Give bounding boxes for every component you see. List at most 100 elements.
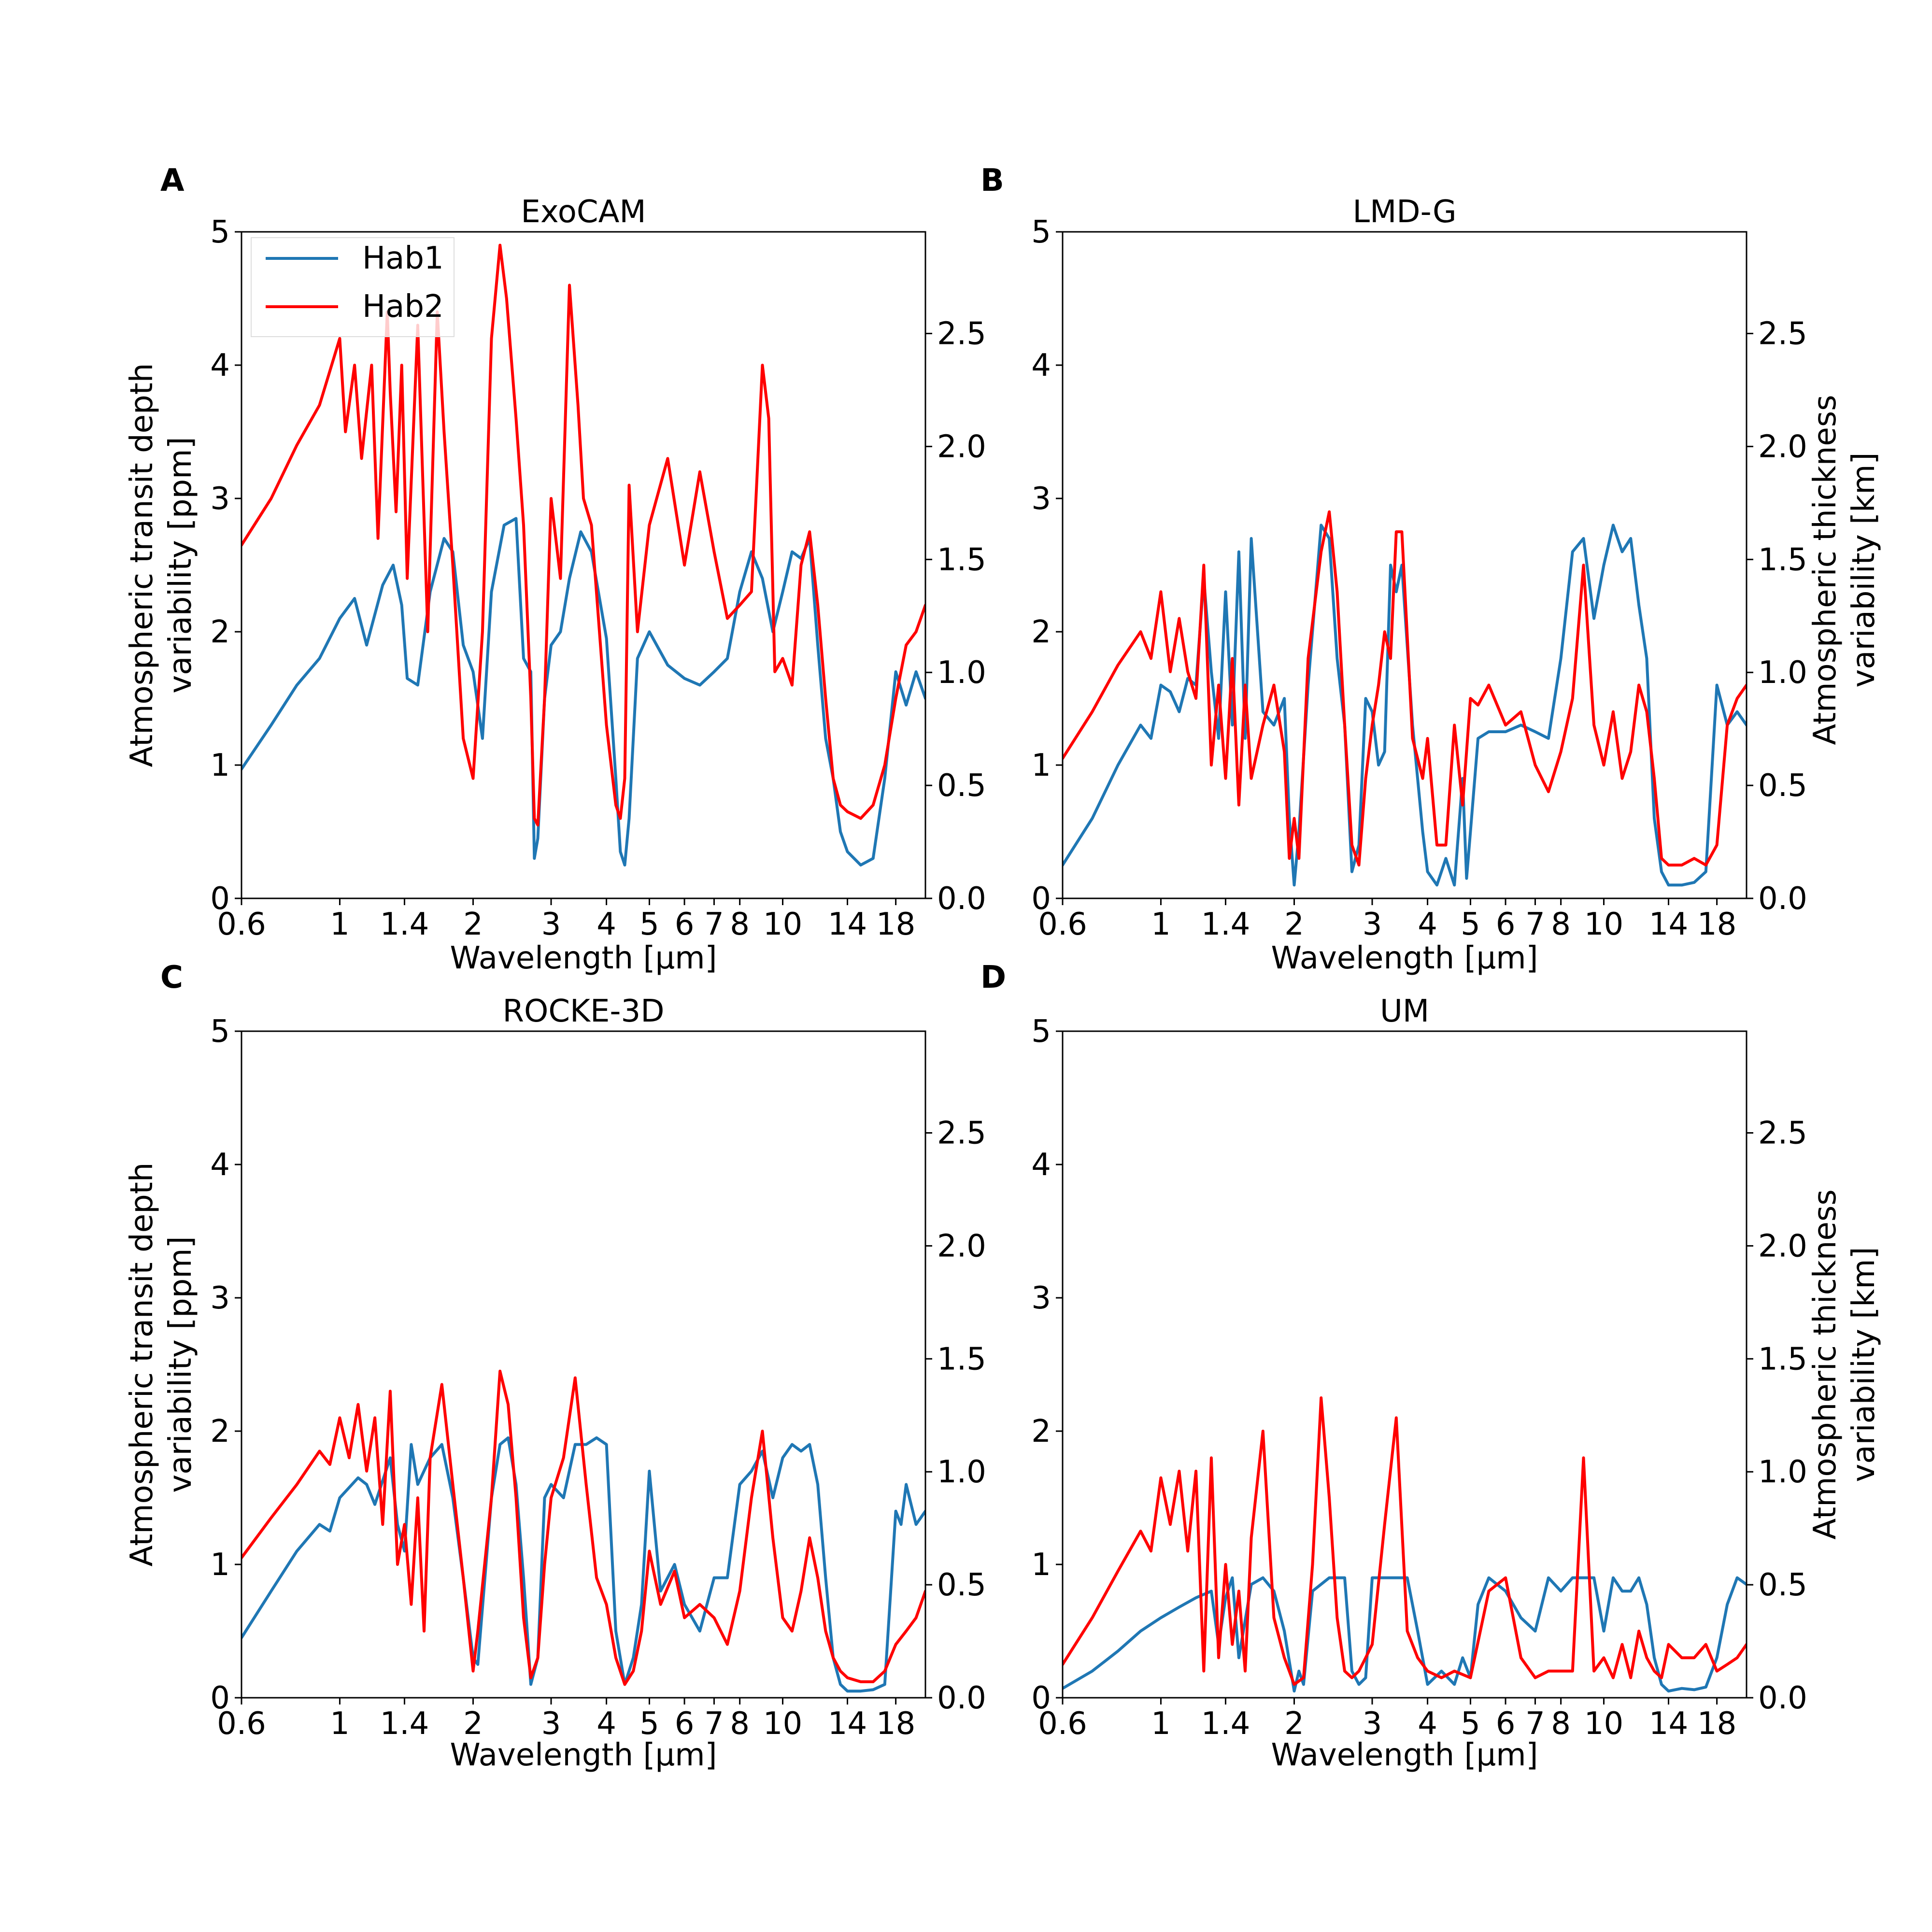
panel-a-x-tick-label: 6 (675, 907, 695, 942)
panel-a-x-tick-label: 4 (597, 907, 616, 942)
panel-b-y-tick-label: 4 (1031, 348, 1051, 384)
panel-c-y-label-line2: variability [ppm] (163, 1236, 199, 1492)
panel-c-x-tick-label: 1 (330, 1706, 350, 1742)
panel-c: C ROCKE-3D 0.6 1 1.4 2 3 4 5 6 7 8 10 14 180123450.0… (124, 960, 986, 1773)
panel-d-y-tick-label: 1 (1031, 1547, 1051, 1583)
panel-b-series-hab2 (1063, 510, 1747, 867)
panel-d-plot: 0.6 1 1.4 2 3 4 5 6 7 8 10 14 180123450.00.51.01.52.… (1031, 1014, 1807, 1742)
panel-a-x-tick-label: 10 (763, 907, 802, 942)
panel-b-title: LMD-G (1352, 194, 1456, 230)
panel-c-x-tick-label: 14 (828, 1706, 867, 1742)
panel-c-title: ROCKE-3D (502, 994, 664, 1029)
panel-d-x-tick-label: 7 (1525, 1706, 1545, 1742)
panel-c-series-hab2 (242, 1369, 925, 1686)
panel-d-y2-label-line1: Atmospheric thickness (1807, 1189, 1843, 1539)
panel-d: D UM 0.6 1 1.4 2 3 4 5 6 7 8 10 14 180123450.00.51.0… (980, 960, 1882, 1773)
panel-a-x-tick-label: 1 (330, 907, 350, 942)
panel-a-y2-tick-label: 2.0 (937, 429, 986, 465)
panel-c-x-tick-label: 7 (704, 1706, 724, 1742)
panel-b-x-tick-label: 6 (1496, 907, 1516, 942)
panel-c-x-tick-label: 1.4 (380, 1706, 429, 1742)
panel-d-x-tick-label: 3 (1363, 1706, 1382, 1742)
panel-b-x-tick-label: 18 (1697, 907, 1736, 942)
panel-c-y-tick-label: 0 (210, 1680, 230, 1716)
panel-c-axes-frame (241, 1030, 926, 1699)
panel-d-y-tick-label: 3 (1031, 1280, 1051, 1316)
panel-c-x-tick-label: 6 (675, 1706, 695, 1742)
panel-d-y2-label-line2: variability [km] (1846, 1247, 1882, 1482)
panel-c-y-tick-label: 5 (210, 1014, 230, 1050)
panel-c-y2-tick-label: 0.5 (937, 1567, 986, 1603)
panel-d-y-tick-label: 4 (1031, 1147, 1051, 1183)
panel-d-x-tick-label: 18 (1697, 1706, 1736, 1742)
panel-a-y-tick-label: 5 (210, 214, 230, 250)
panel-a-y2-tick-label: 0.5 (937, 768, 986, 804)
legend: Hab1 Hab2 (251, 237, 455, 337)
panel-d-y2-tick-label: 2.5 (1758, 1116, 1807, 1151)
panel-c-y-tick-label: 4 (210, 1147, 230, 1183)
panel-a-x-tick-label: 18 (876, 907, 915, 942)
panel-d-x-tick-label: 14 (1649, 1706, 1688, 1742)
panel-a-y-tick-label: 1 (210, 748, 230, 783)
panel-d-series-hab1 (1063, 1576, 1747, 1693)
panel-a-x-tick-label: 3 (541, 907, 561, 942)
panel-c-y2-tick-label: 1.0 (937, 1454, 986, 1490)
panel-d-y-tick-label: 2 (1031, 1414, 1051, 1449)
panel-d-series-hab2 (1063, 1396, 1747, 1686)
panel-d-x-tick-label: 1.4 (1201, 1706, 1250, 1742)
panel-c-x-tick-label: 0.6 (217, 1706, 266, 1742)
panel-b-x-tick-label: 14 (1649, 907, 1688, 942)
panel-d-x-tick-label: 2 (1284, 1706, 1304, 1742)
panel-c-x-tick-label: 2 (463, 1706, 483, 1742)
panel-d-x-tick-label: 0.6 (1038, 1706, 1087, 1742)
panel-a-letter: A (160, 163, 185, 199)
panel-a: A ExoCAM 0.6 1 1.4 2 3 4 5 6 7 8 10 14 180123450.00.… (124, 163, 986, 976)
panel-b-x-tick-label: 10 (1584, 907, 1623, 942)
panel-c-x-tick-label: 18 (876, 1706, 915, 1742)
panel-c-x-tick-label: 5 (639, 1706, 659, 1742)
panel-b-y2-tick-label: 2.5 (1758, 316, 1807, 352)
panel-d-y2-tick-label: 0.5 (1758, 1567, 1807, 1603)
panel-c-y-tick-label: 1 (210, 1547, 230, 1583)
panel-b-y2-label-line1: Atmospheric thickness (1807, 395, 1843, 745)
panel-d-x-tick-label: 10 (1584, 1706, 1623, 1742)
panel-b-x-tick-label: 3 (1363, 907, 1382, 942)
panel-b: B LMD-G 0.6 1 1.4 2 3 4 5 6 7 8 10 14 180123450.00.5… (980, 163, 1882, 976)
panel-b-y-tick-label: 5 (1031, 214, 1051, 250)
panel-c-y-label-line1: Atmospheric transit depth (124, 1163, 160, 1567)
panel-a-x-tick-label: 14 (828, 907, 867, 942)
panel-a-y2-tick-label: 1.5 (937, 542, 986, 578)
panel-c-x-tick-label: 3 (541, 1706, 561, 1742)
panel-b-plot: 0.6 1 1.4 2 3 4 5 6 7 8 10 14 180123450.00.51.01.52.… (1031, 214, 1807, 942)
panel-d-x-tick-label: 8 (1551, 1706, 1571, 1742)
panel-a-y2-tick-label: 1.0 (937, 655, 986, 691)
panel-d-y2-tick-label: 1.0 (1758, 1454, 1807, 1490)
panel-a-x-tick-label: 0.6 (217, 907, 266, 942)
panel-a-y2-tick-label: 2.5 (937, 316, 986, 352)
panel-c-y2-tick-label: 0.0 (937, 1680, 986, 1716)
panel-d-x-tick-label: 1 (1151, 1706, 1171, 1742)
panel-a-x-tick-label: 1.4 (380, 907, 429, 942)
panel-c-series-hab1 (242, 1436, 925, 1693)
panel-a-x-tick-label: 2 (463, 907, 483, 942)
panel-b-x-tick-label: 7 (1525, 907, 1545, 942)
panel-c-x-tick-label: 8 (730, 1706, 750, 1742)
panel-a-y-tick-label: 4 (210, 348, 230, 384)
panel-b-x-tick-label: 4 (1418, 907, 1437, 942)
panel-b-y-tick-label: 1 (1031, 748, 1051, 783)
panel-c-y2-tick-label: 2.0 (937, 1228, 986, 1264)
panel-c-y2-tick-label: 1.5 (937, 1341, 986, 1377)
panel-d-x-tick-label: 6 (1496, 1706, 1516, 1742)
panel-c-x-tick-label: 4 (597, 1706, 616, 1742)
panel-b-x-tick-label: 0.6 (1038, 907, 1087, 942)
panel-b-axes-frame (1062, 231, 1747, 899)
panel-b-y2-tick-label: 0.5 (1758, 768, 1807, 804)
panel-b-y-tick-label: 2 (1031, 614, 1051, 650)
panel-a-x-tick-label: 5 (639, 907, 659, 942)
panel-d-title: UM (1380, 994, 1429, 1029)
legend-hab1-label: Hab1 (362, 241, 444, 276)
panel-d-letter: D (980, 960, 1006, 995)
panel-a-x-label: Wavelength [μm] (450, 940, 717, 976)
panel-b-y2-tick-label: 1.0 (1758, 655, 1807, 691)
